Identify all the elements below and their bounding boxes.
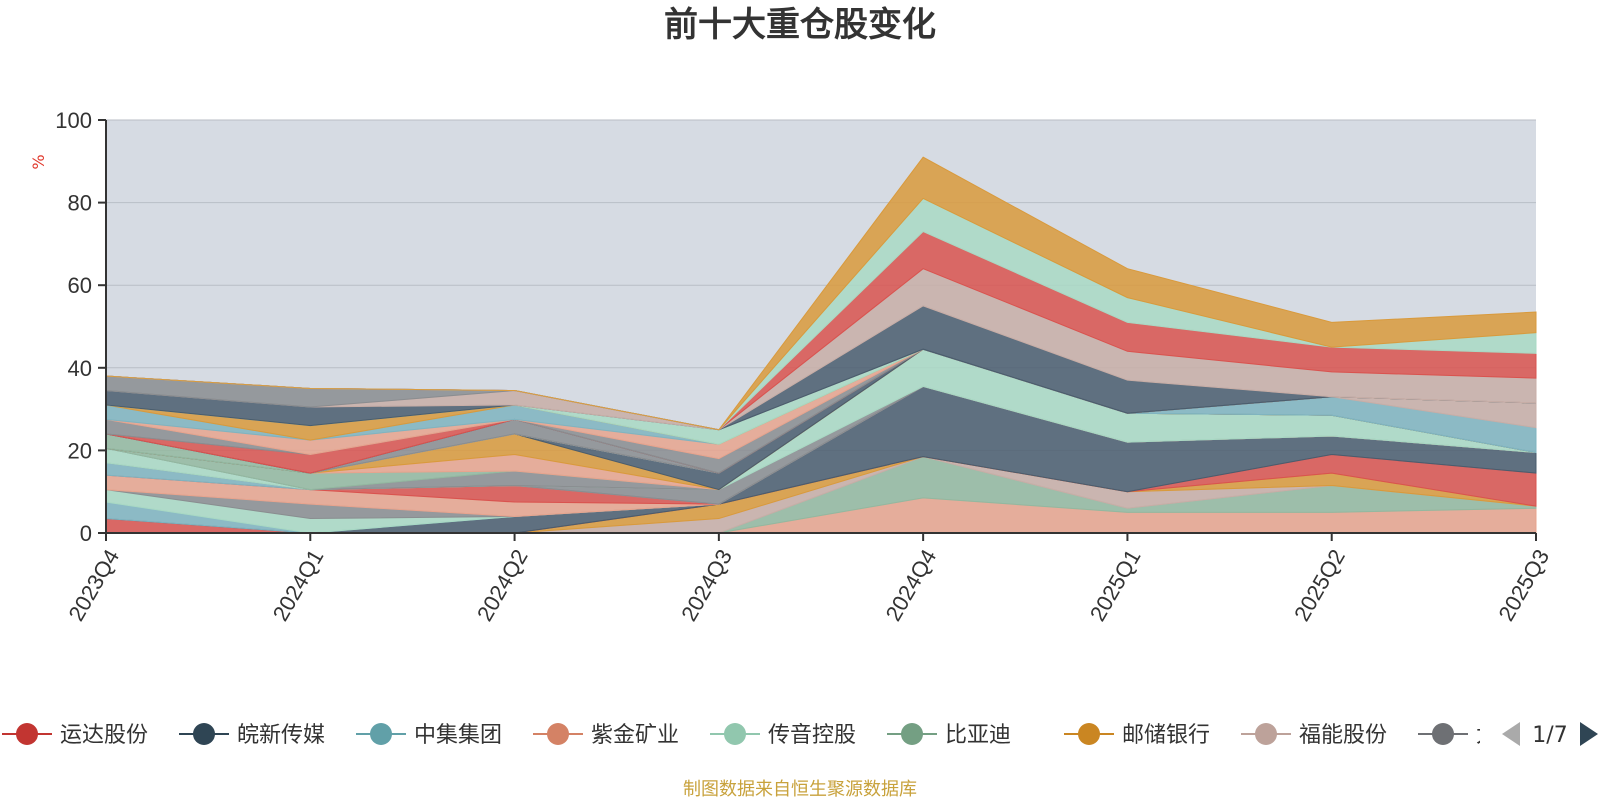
x-tick-label: 2024Q2: [472, 545, 533, 625]
legend: 运达股份 皖新传媒 中集集团 紫金矿业 传音控股 比亚迪 邮储银行 福能股份 太阳能1/7: [2, 722, 1598, 748]
stacked-areas: [105, 156, 1537, 534]
legend-item[interactable]: 中集集团: [356, 723, 502, 748]
y-tick-label: 20: [68, 438, 92, 463]
y-tick-label: 80: [68, 191, 92, 216]
legend-marker: [724, 723, 746, 745]
legend-item[interactable]: 比亚迪: [887, 723, 1011, 748]
legend-items: 运达股份 皖新传媒 中集集团 紫金矿业 传音控股 比亚迪 邮储银行 福能股份 太阳能: [2, 723, 1542, 748]
x-tick-label: 2024Q1: [268, 545, 329, 625]
x-tick-label: 2025Q3: [1493, 545, 1554, 625]
legend-label: 皖新传媒: [237, 723, 325, 748]
legend-item[interactable]: 运达股份: [2, 723, 148, 748]
legend-label: 邮储银行: [1122, 723, 1210, 748]
chart-title: 前十大重仓股变化: [664, 5, 936, 45]
area-series-37: [105, 156, 1537, 431]
legend-label: 福能股份: [1299, 723, 1387, 748]
legend-marker: [1432, 723, 1454, 745]
legend-item[interactable]: 皖新传媒: [179, 723, 325, 748]
y-tick-label: 0: [80, 521, 92, 546]
x-tick-label: 2025Q2: [1289, 545, 1350, 625]
legend-prev-icon[interactable]: [1502, 722, 1520, 746]
legend-marker: [547, 723, 569, 745]
legend-label: 传音控股: [768, 723, 856, 748]
legend-item[interactable]: 传音控股: [710, 723, 856, 748]
legend-item[interactable]: 太阳能: [1418, 723, 1542, 748]
legend-label: 紫金矿业: [591, 723, 679, 748]
legend-page-indicator: 1/7: [1532, 723, 1567, 748]
x-tick-label: 2025Q1: [1085, 545, 1146, 625]
legend-label: 比亚迪: [945, 723, 1011, 748]
legend-marker: [16, 723, 38, 745]
x-tick-label: 2024Q4: [881, 545, 942, 625]
legend-label: 运达股份: [60, 723, 148, 748]
y-axis-unit-label: %: [29, 154, 48, 169]
legend-marker: [901, 723, 923, 745]
x-tick-label: 2024Q3: [676, 545, 737, 625]
legend-marker: [1078, 723, 1100, 745]
y-tick-label: 40: [68, 356, 92, 381]
y-tick-label: 100: [55, 108, 92, 133]
x-tick-label: 2023Q4: [63, 545, 124, 625]
source-note: 制图数据来自恒生聚源数据库: [683, 779, 917, 800]
legend-item[interactable]: 邮储银行: [1064, 723, 1210, 748]
y-tick-label: 60: [68, 273, 92, 298]
legend-label: 太阳能: [1476, 723, 1542, 748]
legend-marker: [1255, 723, 1277, 745]
legend-label: 中集集团: [414, 723, 502, 748]
legend-item[interactable]: 福能股份: [1241, 723, 1387, 748]
legend-marker: [193, 723, 215, 745]
legend-marker: [370, 723, 392, 745]
legend-next-icon[interactable]: [1580, 722, 1598, 746]
legend-item[interactable]: 紫金矿业: [533, 723, 679, 748]
